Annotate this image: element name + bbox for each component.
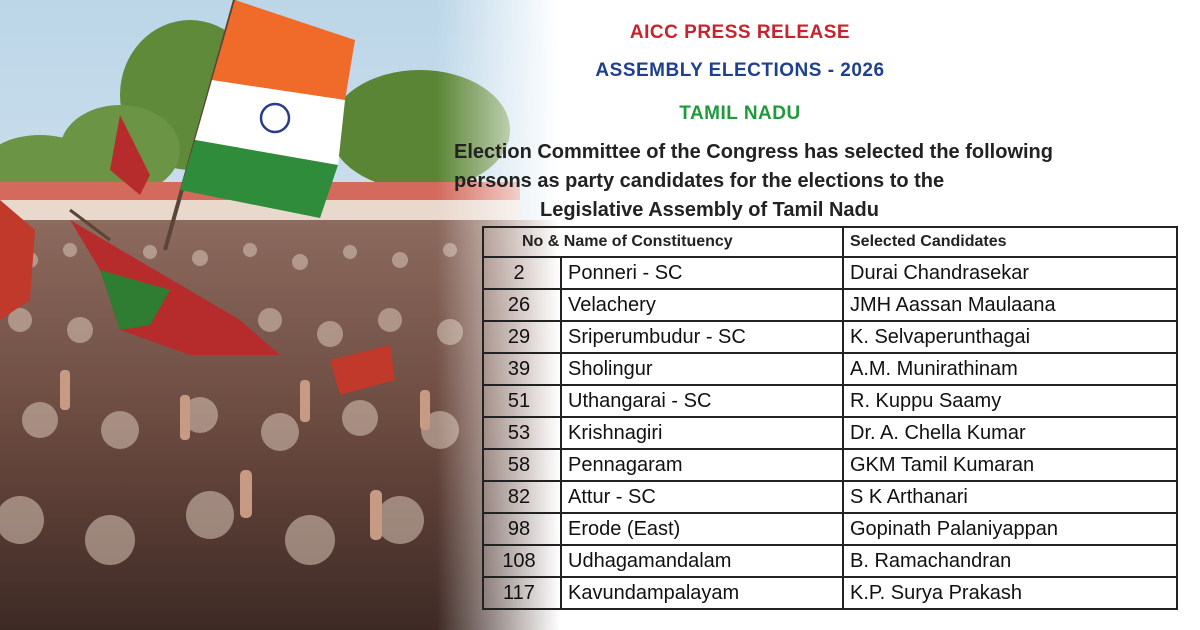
candidate-name: JMH Aassan Maulaana — [842, 288, 1178, 322]
intro-line-2: persons as party candidates for the elec… — [454, 170, 945, 192]
press-release-document: AICC PRESS RELEASE ASSEMBLY ELECTIONS - … — [430, 0, 1200, 630]
constituency-number: 98 — [482, 512, 562, 546]
intro-line-1: Election Committee of the Congress has s… — [454, 141, 1053, 163]
table-body: 2 Ponneri - SC Durai Chandrasekar 26 Velache… — [482, 256, 1178, 610]
constituency-name: Sholingur — [560, 352, 844, 386]
table-row: 82 Attur - SC S K Arthanari — [482, 480, 1178, 514]
candidate-name: R. Kuppu Saamy — [842, 384, 1178, 418]
candidate-name: Dr. A. Chella Kumar — [842, 416, 1178, 450]
constituency-name: Uthangarai - SC — [560, 384, 844, 418]
candidate-name: Gopinath Palaniyappan — [842, 512, 1178, 546]
tricolour-flag — [163, 0, 355, 251]
table-row: 2 Ponneri - SC Durai Chandrasekar — [482, 256, 1178, 290]
rally-photo — [0, 0, 560, 630]
candidate-name: A.M. Munirathinam — [842, 352, 1178, 386]
table-row: 117 Kavundampalayam K.P. Surya Prakash — [482, 576, 1178, 610]
elections-title: ASSEMBLY ELECTIONS - 2026 — [595, 60, 885, 81]
constituency-name: Krishnagiri — [560, 416, 844, 450]
constituency-number: 2 — [482, 256, 562, 290]
constituency-name: Attur - SC — [560, 480, 844, 514]
constituency-name: Udhagamandalam — [560, 544, 844, 578]
constituency-number: 82 — [482, 480, 562, 514]
candidate-name: K.P. Surya Prakash — [842, 576, 1178, 610]
constituency-number: 29 — [482, 320, 562, 354]
constituency-number: 53 — [482, 416, 562, 450]
table-row: 98 Erode (East) Gopinath Palaniyappan — [482, 512, 1178, 546]
table-row: 29 Sriperumbudur - SC K. Selvaperunthagai — [482, 320, 1178, 354]
constituency-name: Velachery — [560, 288, 844, 322]
constituency-number: 58 — [482, 448, 562, 482]
constituency-name: Sriperumbudur - SC — [560, 320, 844, 354]
candidate-name: K. Selvaperunthagai — [842, 320, 1178, 354]
table-row: 51 Uthangarai - SC R. Kuppu Saamy — [482, 384, 1178, 418]
constituency-name: Ponneri - SC — [560, 256, 844, 290]
press-release-heading: AICC PRESS RELEASE — [629, 22, 851, 43]
table-row: 108 Udhagamandalam B. Ramachandran — [482, 544, 1178, 578]
candidate-name: GKM Tamil Kumaran — [842, 448, 1178, 482]
column-header-constituency: No & Name of Constituency — [482, 226, 844, 258]
candidate-name: Durai Chandrasekar — [842, 256, 1178, 290]
constituency-name: Pennagaram — [560, 448, 844, 482]
table-row: 53 Krishnagiri Dr. A. Chella Kumar — [482, 416, 1178, 450]
intro-line-3: Legislative Assembly of Tamil Nadu — [540, 199, 879, 221]
column-header-candidates: Selected Candidates — [842, 226, 1178, 258]
raised-hands — [60, 370, 430, 540]
constituency-number: 39 — [482, 352, 562, 386]
state-name: TAMIL NADU — [679, 103, 801, 124]
constituency-number: 26 — [482, 288, 562, 322]
constituency-name: Erode (East) — [560, 512, 844, 546]
table-row: 39 Sholingur A.M. Munirathinam — [482, 352, 1178, 386]
table-header-row: No & Name of Constituency Selected Candi… — [482, 226, 1178, 258]
table-row: 26 Velachery JMH Aassan Maulaana — [482, 288, 1178, 322]
constituency-name: Kavundampalayam — [560, 576, 844, 610]
constituency-number: 51 — [482, 384, 562, 418]
party-flag — [0, 115, 395, 395]
table-row: 58 Pennagaram GKM Tamil Kumaran — [482, 448, 1178, 482]
intro-paragraph: Election Committee of the Congress has s… — [454, 138, 1174, 225]
constituency-number: 117 — [482, 576, 562, 610]
candidate-name: B. Ramachandran — [842, 544, 1178, 578]
constituency-number: 108 — [482, 544, 562, 578]
candidate-name: S K Arthanari — [842, 480, 1178, 514]
rally-photo-drawing — [0, 0, 560, 630]
candidates-table: No & Name of Constituency Selected Candi… — [482, 226, 1178, 610]
